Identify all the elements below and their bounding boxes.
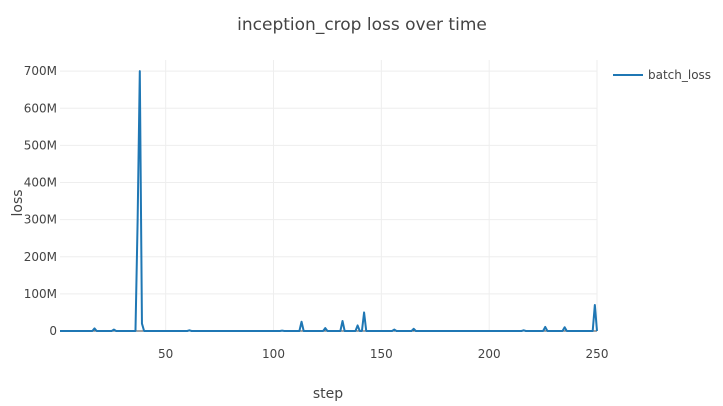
y-axis-label: loss [10,189,26,216]
y-tick-label: 400M [24,176,57,190]
x-axis-label: step [313,386,343,402]
legend-label: batch_loss [648,68,711,82]
chart-title: inception_crop loss over time [237,15,487,35]
x-tick-label: 200 [478,347,501,361]
y-tick-label: 600M [24,101,57,115]
y-tick-label: 100M [24,287,57,301]
series-layer [60,71,597,331]
x-tick-label: 100 [262,347,285,361]
y-tick-label: 700M [24,64,57,78]
legend[interactable]: batch_loss [613,68,711,82]
y-tick-label: 200M [24,250,57,264]
x-tick-label: 250 [586,347,609,361]
y-tick-label: 500M [24,138,57,152]
series-line-batch_loss[interactable] [60,71,597,331]
y-tick-label: 300M [24,213,57,227]
x-tick-label: 50 [158,347,173,361]
y-tick-label: 0 [49,324,57,338]
x-tick-label: 150 [370,347,393,361]
